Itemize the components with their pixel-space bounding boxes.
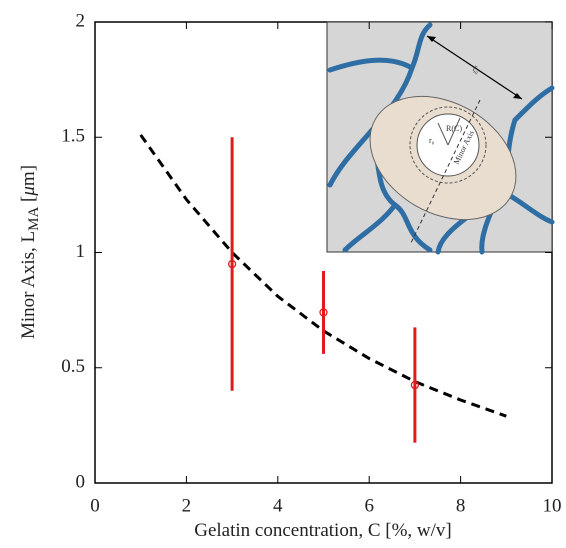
data-point [319,308,328,317]
y-tick-label: 2 [76,10,86,31]
dashed-circle [409,106,487,184]
y-tick-label: 1.5 [61,126,85,147]
fit-line [139,134,507,418]
x-tick-label: 8 [456,495,466,516]
y-tick-label: 0 [76,471,86,492]
xi-arrow [426,35,523,100]
radius-line [447,117,461,146]
data-point [227,259,237,269]
y-axis-label: Minor Axis, LMA [μm] [18,165,42,339]
inset-label: R(C) [446,124,462,133]
y-tick-label: 0.5 [61,356,85,377]
y-label-main: Minor Axis, L [18,231,39,339]
y-label-sub: MA [26,207,42,231]
inset-label: ξ₀ [471,64,481,75]
x-tick-label: 4 [273,495,283,516]
radius-line [437,122,449,146]
x-tick-label: 6 [364,495,374,516]
y-label-unit: [ [18,196,39,207]
inset-label: r₀ [429,136,435,145]
data-point [410,380,420,390]
minor-axis-line [409,99,481,246]
x-tick-label: 2 [182,495,192,516]
x-tick-label: 10 [543,495,562,516]
y-label-unit: m] [18,165,39,186]
y-label-mu: μ [18,186,39,197]
x-axis-label: Gelatin concentration, C [%, w/v] [194,520,451,541]
inset [326,21,555,255]
x-tick-label: 0 [90,495,100,516]
y-tick-label: 1 [76,241,86,262]
